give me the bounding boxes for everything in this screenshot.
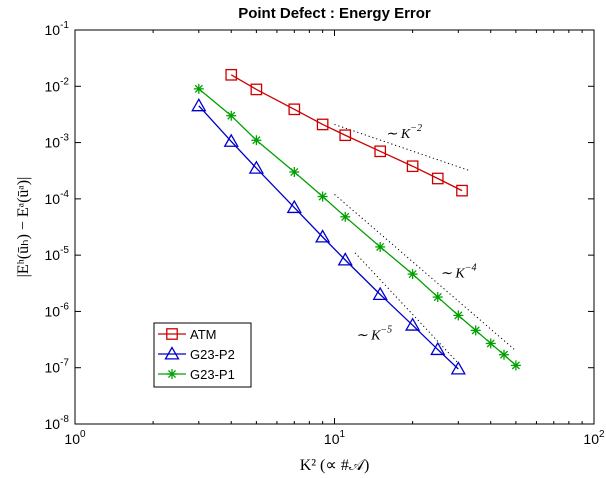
annotations-layer: ∼ K−2∼ K−4∼ K−5 <box>356 123 477 343</box>
legend-items: ATM G23-P2 G23-P1 <box>158 327 235 382</box>
y-tick-label: 10-6 <box>45 301 70 319</box>
data-point-g23-p2 <box>450 361 466 375</box>
data-point-atm <box>250 83 263 96</box>
slope-annotation-exponent: −2 <box>410 123 422 134</box>
data-point-g23-p2 <box>286 199 302 214</box>
y-tick-label-base: 10 <box>45 303 61 319</box>
y-tick-label: 10-1 <box>45 20 70 38</box>
y-tick-label-base: 10 <box>45 247 61 263</box>
legend-marker <box>167 369 177 379</box>
data-point-g23-p2 <box>223 133 239 147</box>
data-point-g23-p1 <box>432 292 443 303</box>
x-tick-label: 100 <box>64 429 86 447</box>
slope-annotation-exponent: −5 <box>380 324 392 335</box>
data-point-atm <box>431 172 444 185</box>
data-point-g23-p2 <box>315 229 331 243</box>
chart-title: Point Defect : Energy Error <box>238 5 431 22</box>
x-tick-label-base: 10 <box>324 431 340 447</box>
y-tick-label-exponent: -2 <box>60 76 69 87</box>
slope-annotation: ∼ K−5 <box>356 324 392 343</box>
x-tick-label-base: 10 <box>583 431 599 447</box>
data-point-g23-p1 <box>499 349 510 360</box>
x-tick-label-base: 10 <box>64 431 80 447</box>
data-point-atm <box>456 184 468 197</box>
data-point-g23-p2 <box>430 341 446 356</box>
data-point-g23-p1 <box>289 167 300 178</box>
slope-annotation-exponent: −4 <box>465 263 477 274</box>
slope-annotation-base: ∼ K <box>356 328 381 343</box>
y-tick-label-base: 10 <box>45 135 61 151</box>
series-line-g23-p2 <box>198 105 459 370</box>
y-tick-label: 10-7 <box>45 358 70 376</box>
data-point-g23-p1 <box>340 211 351 222</box>
ticks-layer: 100 101 10210-810-710-610-510-410-310-210-… <box>45 20 605 447</box>
slope-annotation-base: ∼ K <box>386 127 411 142</box>
y-tick-label: 10-2 <box>45 76 70 94</box>
data-point-atm <box>225 68 238 81</box>
legend-marker <box>164 346 180 360</box>
data-point-g23-p1 <box>453 310 464 321</box>
x-tick-label-exponent: 0 <box>80 429 86 440</box>
x-tick-label: 101 <box>324 429 346 447</box>
y-tick-label: 10-8 <box>45 414 70 432</box>
data-point-g23-p1 <box>251 135 262 146</box>
y-tick-label: 10-3 <box>45 133 70 151</box>
data-point-g23-p1 <box>470 325 481 336</box>
series-layer <box>191 68 521 375</box>
series-line-atm <box>230 74 463 192</box>
y-tick-label-exponent: -8 <box>60 414 69 425</box>
data-point-g23-p2 <box>191 97 207 112</box>
y-tick-label-exponent: -4 <box>60 189 69 200</box>
x-tick-label: 102 <box>583 429 605 447</box>
y-tick-label-exponent: -1 <box>60 20 69 31</box>
x-tick-label-exponent: 1 <box>340 429 346 440</box>
y-tick-label: 10-5 <box>45 245 70 263</box>
data-point-atm <box>374 145 387 158</box>
data-point-g23-p1 <box>375 241 386 252</box>
y-axis-label: |Eʰ(ūₕ) − Eᵃ(ūᵃ)| <box>15 177 32 278</box>
legend-marker <box>166 328 178 340</box>
y-tick-label-exponent: -5 <box>60 245 69 256</box>
legend: ATM G23-P2 G23-P1 <box>153 322 252 388</box>
legend-item-g23-p2: G23-P2 <box>158 346 235 362</box>
legend-item-atm: ATM <box>158 327 216 342</box>
y-tick-label-exponent: -3 <box>60 133 69 144</box>
data-point-g23-p1 <box>407 269 418 280</box>
data-point-g23-p1 <box>226 110 237 121</box>
y-tick-label-exponent: -6 <box>60 301 69 312</box>
data-point-g23-p1 <box>317 191 328 202</box>
data-point-g23-p2 <box>337 252 353 266</box>
y-tick-label-exponent: -7 <box>60 358 69 369</box>
legend-label: G23-P2 <box>190 347 235 362</box>
y-tick-label-base: 10 <box>45 78 61 94</box>
x-axis-label: K² (∝ #𝒜) <box>300 457 370 474</box>
y-tick-label: 10-4 <box>45 189 70 207</box>
data-point-g23-p1 <box>510 360 521 371</box>
slope-annotation: ∼ K−2 <box>386 123 422 142</box>
data-point-g23-p1 <box>485 338 496 349</box>
y-tick-label-base: 10 <box>45 360 61 376</box>
legend-label: ATM <box>190 327 216 342</box>
x-tick-label-exponent: 2 <box>599 429 605 440</box>
legend-item-g23-p1: G23-P1 <box>158 367 235 382</box>
slope-annotation: ∼ K−4 <box>440 263 476 282</box>
slope-annotation-base: ∼ K <box>440 267 465 282</box>
legend-label: G23-P1 <box>190 367 235 382</box>
data-point-atm <box>288 103 301 116</box>
y-tick-label-base: 10 <box>45 22 61 38</box>
data-point-g23-p2 <box>248 160 265 174</box>
data-point-atm <box>406 160 419 173</box>
data-point-g23-p2 <box>404 317 421 331</box>
data-point-atm <box>316 118 329 131</box>
data-point-atm <box>339 129 352 142</box>
y-tick-label-base: 10 <box>45 191 61 207</box>
y-tick-label-base: 10 <box>45 416 61 432</box>
data-point-g23-p1 <box>193 83 204 94</box>
data-point-g23-p2 <box>372 286 388 301</box>
